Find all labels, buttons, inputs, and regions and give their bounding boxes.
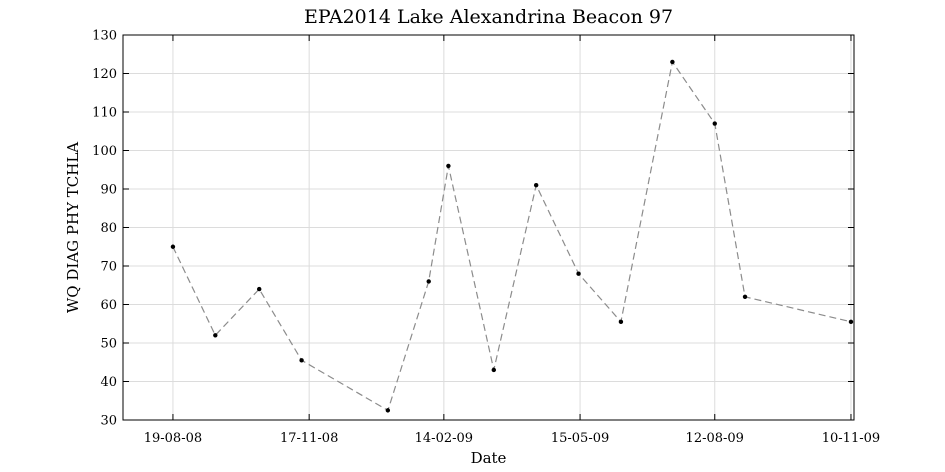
x-tick-label: 19-08-08 bbox=[144, 431, 202, 446]
y-tick-label: 70 bbox=[100, 260, 117, 275]
data-points bbox=[170, 59, 854, 413]
data-point bbox=[742, 294, 748, 299]
data-point bbox=[446, 163, 451, 169]
data-point bbox=[712, 121, 717, 126]
x-axis-label: Date bbox=[471, 449, 507, 467]
data-point bbox=[618, 319, 624, 325]
y-tick-labels: 30 40 50 60 70 80 90 100 110 120 130 bbox=[92, 29, 117, 429]
data-point bbox=[426, 279, 431, 284]
y-axis-label: WQ DIAG PHY TCHLA bbox=[64, 142, 82, 313]
data-point bbox=[170, 244, 176, 249]
data-point bbox=[848, 319, 854, 325]
grid-lines bbox=[123, 34, 854, 421]
y-tick-label: 110 bbox=[92, 106, 117, 121]
x-tick-label: 12-08-09 bbox=[686, 431, 744, 446]
y-tick-label: 50 bbox=[100, 337, 117, 352]
data-point bbox=[385, 408, 391, 413]
series-line bbox=[172, 60, 852, 412]
y-tick-label: 80 bbox=[100, 221, 117, 236]
series-line-layer bbox=[172, 60, 852, 412]
x-tick-labels: 19-08-08 17-11-08 14-02-09 15-05-09 12-08-09… bbox=[144, 431, 880, 446]
data-point bbox=[576, 271, 581, 276]
axis-ticks bbox=[123, 34, 854, 421]
data-point bbox=[533, 182, 539, 188]
chart-title: EPA2014 Lake Alexandrina Beacon 97 bbox=[304, 6, 673, 28]
y-tick-label: 100 bbox=[92, 144, 117, 159]
y-tick-label: 90 bbox=[100, 183, 117, 198]
y-tick-label: 130 bbox=[92, 29, 117, 44]
data-point bbox=[213, 333, 218, 338]
data-point bbox=[491, 367, 496, 373]
y-tick-label: 30 bbox=[100, 414, 117, 429]
data-point bbox=[257, 286, 262, 292]
x-tick-label: 10-11-09 bbox=[822, 431, 880, 446]
data-point bbox=[299, 358, 304, 363]
y-tick-label: 60 bbox=[100, 298, 117, 313]
x-tick-label: 17-11-08 bbox=[280, 431, 338, 446]
data-point bbox=[670, 59, 675, 65]
y-tick-label: 120 bbox=[92, 67, 117, 82]
x-tick-label: 15-05-09 bbox=[551, 431, 609, 446]
x-tick-label: 14-02-09 bbox=[415, 431, 473, 446]
y-tick-label: 40 bbox=[100, 375, 117, 390]
